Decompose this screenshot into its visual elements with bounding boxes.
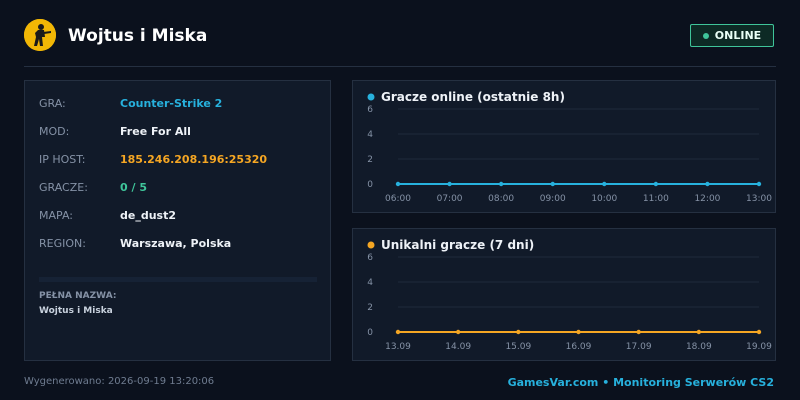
data-point	[576, 329, 581, 335]
data-point	[696, 329, 702, 335]
y-tick-label: 4	[367, 278, 373, 288]
x-tick-label: 12:00	[694, 194, 720, 204]
y-tick-label: 0	[367, 328, 373, 338]
data-point	[705, 181, 710, 187]
x-tick-label: 19.09	[746, 342, 772, 352]
players-online-chart: Gracze online (ostatnie 8h) 0 2 4 6 06:00 07:0…	[352, 80, 776, 213]
info-value-region: Warszawa, Polska	[120, 237, 232, 250]
generated-timestamp: Wygenerowano: 2026-09-19 13:20:06	[24, 376, 215, 387]
status-dot-icon	[702, 32, 709, 39]
chart-title: Gracze online (ostatnie 8h)	[381, 90, 565, 104]
y-tick-label: 4	[367, 130, 373, 140]
x-tick-label: 13:00	[746, 194, 772, 204]
full-name-value: Wojtus i Miska	[39, 306, 113, 316]
x-tick-label: 09:00	[540, 194, 566, 204]
data-point	[602, 181, 607, 187]
info-value-ip[interactable]: 185.246.208.196:25320	[120, 153, 268, 166]
status-badge: ONLINE	[690, 24, 774, 47]
unique-players-chart-svg: Unikalni gracze (7 dni) 0 2 4 6 13.09 14.09 15.…	[367, 238, 772, 352]
data-point	[653, 181, 659, 187]
y-tick-label: 6	[367, 253, 373, 263]
data-point	[550, 181, 555, 187]
data-point	[395, 329, 401, 335]
brand-link[interactable]: GamesVar.com • Monitoring Serwerów CS2	[507, 376, 774, 389]
y-tick-label: 2	[367, 303, 373, 313]
info-value-players: 0 / 5	[120, 181, 147, 194]
header-divider	[24, 66, 776, 67]
server-info-panel: GRA: Counter-Strike 2 MOD: Free For All …	[24, 80, 331, 361]
data-point	[395, 181, 401, 187]
full-name-label: PEŁNA NAZWA:	[39, 291, 117, 301]
info-separator	[39, 277, 317, 282]
x-tick-label: 16.09	[566, 342, 592, 352]
counter-strike-logo-icon	[24, 19, 56, 51]
x-tick-label: 14.09	[445, 342, 471, 352]
x-tick-label: 06:00	[385, 194, 411, 204]
info-label: GRACZE:	[39, 181, 88, 194]
players-online-chart-svg: Gracze online (ostatnie 8h) 0 2 4 6 06:00 07:0…	[367, 90, 772, 204]
data-point	[756, 181, 762, 187]
data-point	[516, 329, 521, 335]
info-label: REGION:	[39, 237, 86, 250]
legend-dot-icon	[367, 93, 375, 101]
info-value-map: de_dust2	[120, 209, 176, 222]
info-label: MAPA:	[39, 209, 73, 222]
x-tick-label: 10:00	[591, 194, 617, 204]
chart-title: Unikalni gracze (7 dni)	[381, 238, 534, 252]
server-title: Wojtus i Miska	[68, 26, 208, 46]
info-label: MOD:	[39, 125, 70, 138]
data-point	[447, 181, 452, 187]
status-text: ONLINE	[714, 29, 762, 42]
data-point	[636, 329, 641, 335]
y-tick-label: 0	[367, 180, 373, 190]
x-tick-label: 07:00	[437, 194, 463, 204]
data-point	[498, 181, 504, 187]
legend-dot-icon	[367, 241, 375, 249]
data-point	[455, 329, 461, 335]
x-tick-label: 17.09	[626, 342, 652, 352]
info-label: GRA:	[39, 97, 66, 110]
x-tick-label: 11:00	[643, 194, 669, 204]
info-label: IP HOST:	[39, 153, 86, 166]
x-tick-label: 13.09	[385, 342, 411, 352]
x-tick-label: 18.09	[686, 342, 712, 352]
y-tick-label: 6	[367, 105, 373, 115]
x-tick-label: 08:00	[488, 194, 514, 204]
x-tick-label: 15.09	[505, 342, 531, 352]
unique-players-chart: Unikalni gracze (7 dni) 0 2 4 6 13.09 14.09 15.…	[352, 228, 776, 361]
y-tick-label: 2	[367, 155, 373, 165]
info-value-mode: Free For All	[120, 125, 191, 138]
info-value-game: Counter-Strike 2	[120, 97, 223, 110]
data-point	[756, 329, 762, 335]
